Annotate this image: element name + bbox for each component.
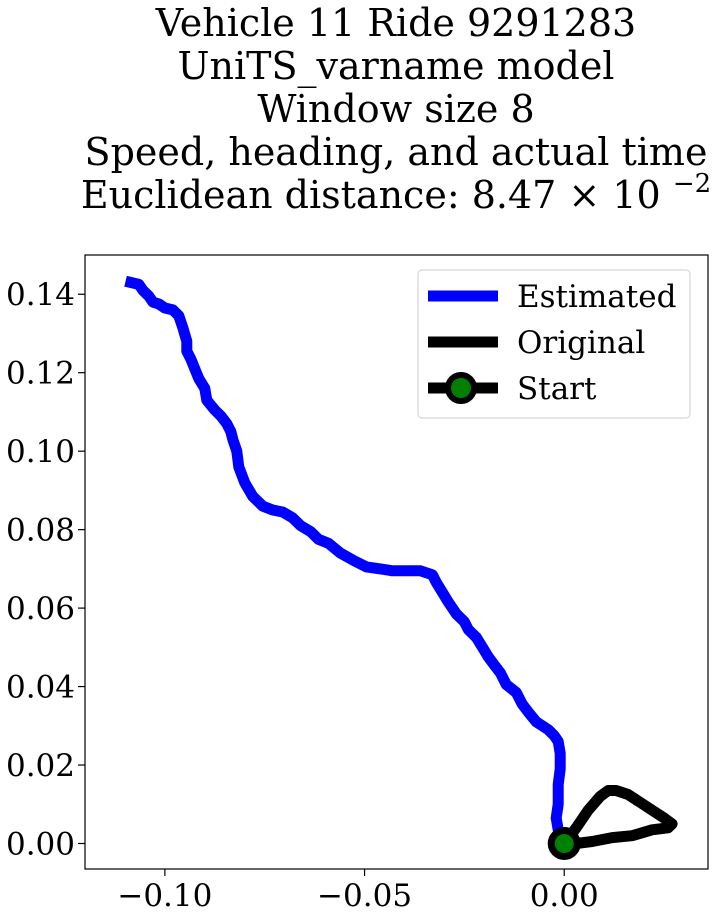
- x-axis: −0.10 −0.05 0.00: [117, 869, 599, 914]
- title-line-5: Euclidean distance: 8.47 × 10 −2: [81, 169, 711, 217]
- legend-frame: [417, 269, 691, 419]
- chart-title: Vehicle 11 Ride 9291283 UniTS_varname mo…: [81, 1, 711, 217]
- y-tick-label: 0.02: [6, 748, 75, 784]
- series-layer: [124, 275, 678, 852]
- x-tick-label: −0.10: [117, 878, 212, 914]
- y-tick-label: 0.14: [6, 277, 75, 313]
- legend: Estimated Original Start: [417, 269, 691, 419]
- legend-label-estimated: Estimated: [517, 279, 676, 315]
- x-tick-label: 0.00: [530, 878, 599, 914]
- y-tick-label: 0.04: [6, 670, 75, 706]
- legend-label-original: Original: [517, 325, 645, 361]
- title-metric-times: ×: [568, 173, 600, 217]
- start-marker: [547, 826, 581, 860]
- y-tick-label: 0.00: [6, 826, 75, 862]
- series-line-original: [556, 785, 678, 852]
- title-metric-exponent: −2: [673, 169, 711, 199]
- title-line-3: Window size 8: [257, 87, 534, 131]
- y-tick-label: 0.12: [6, 356, 75, 392]
- y-tick-label: 0.10: [6, 434, 75, 470]
- y-axis: 0.00 0.02 0.04 0.06 0.08 0.10 0.12 0.14: [6, 277, 85, 862]
- title-metric-prefix: Euclidean distance: 8.47: [81, 173, 556, 217]
- title-metric-base: 10: [612, 173, 660, 217]
- y-tick-label: 0.08: [6, 513, 75, 549]
- legend-marker-start: [445, 372, 477, 404]
- series-line-estimated: [124, 275, 572, 846]
- title-line-1: Vehicle 11 Ride 9291283: [155, 1, 636, 45]
- y-tick-label: 0.06: [6, 591, 75, 627]
- title-line-2: UniTS_varname model: [178, 44, 615, 89]
- legend-label-start: Start: [517, 371, 597, 407]
- x-tick-label: −0.05: [317, 878, 412, 914]
- plot-area: [84, 254, 709, 870]
- title-line-4: Speed, heading, and actual time: [85, 130, 708, 174]
- marker-layer: [547, 826, 581, 860]
